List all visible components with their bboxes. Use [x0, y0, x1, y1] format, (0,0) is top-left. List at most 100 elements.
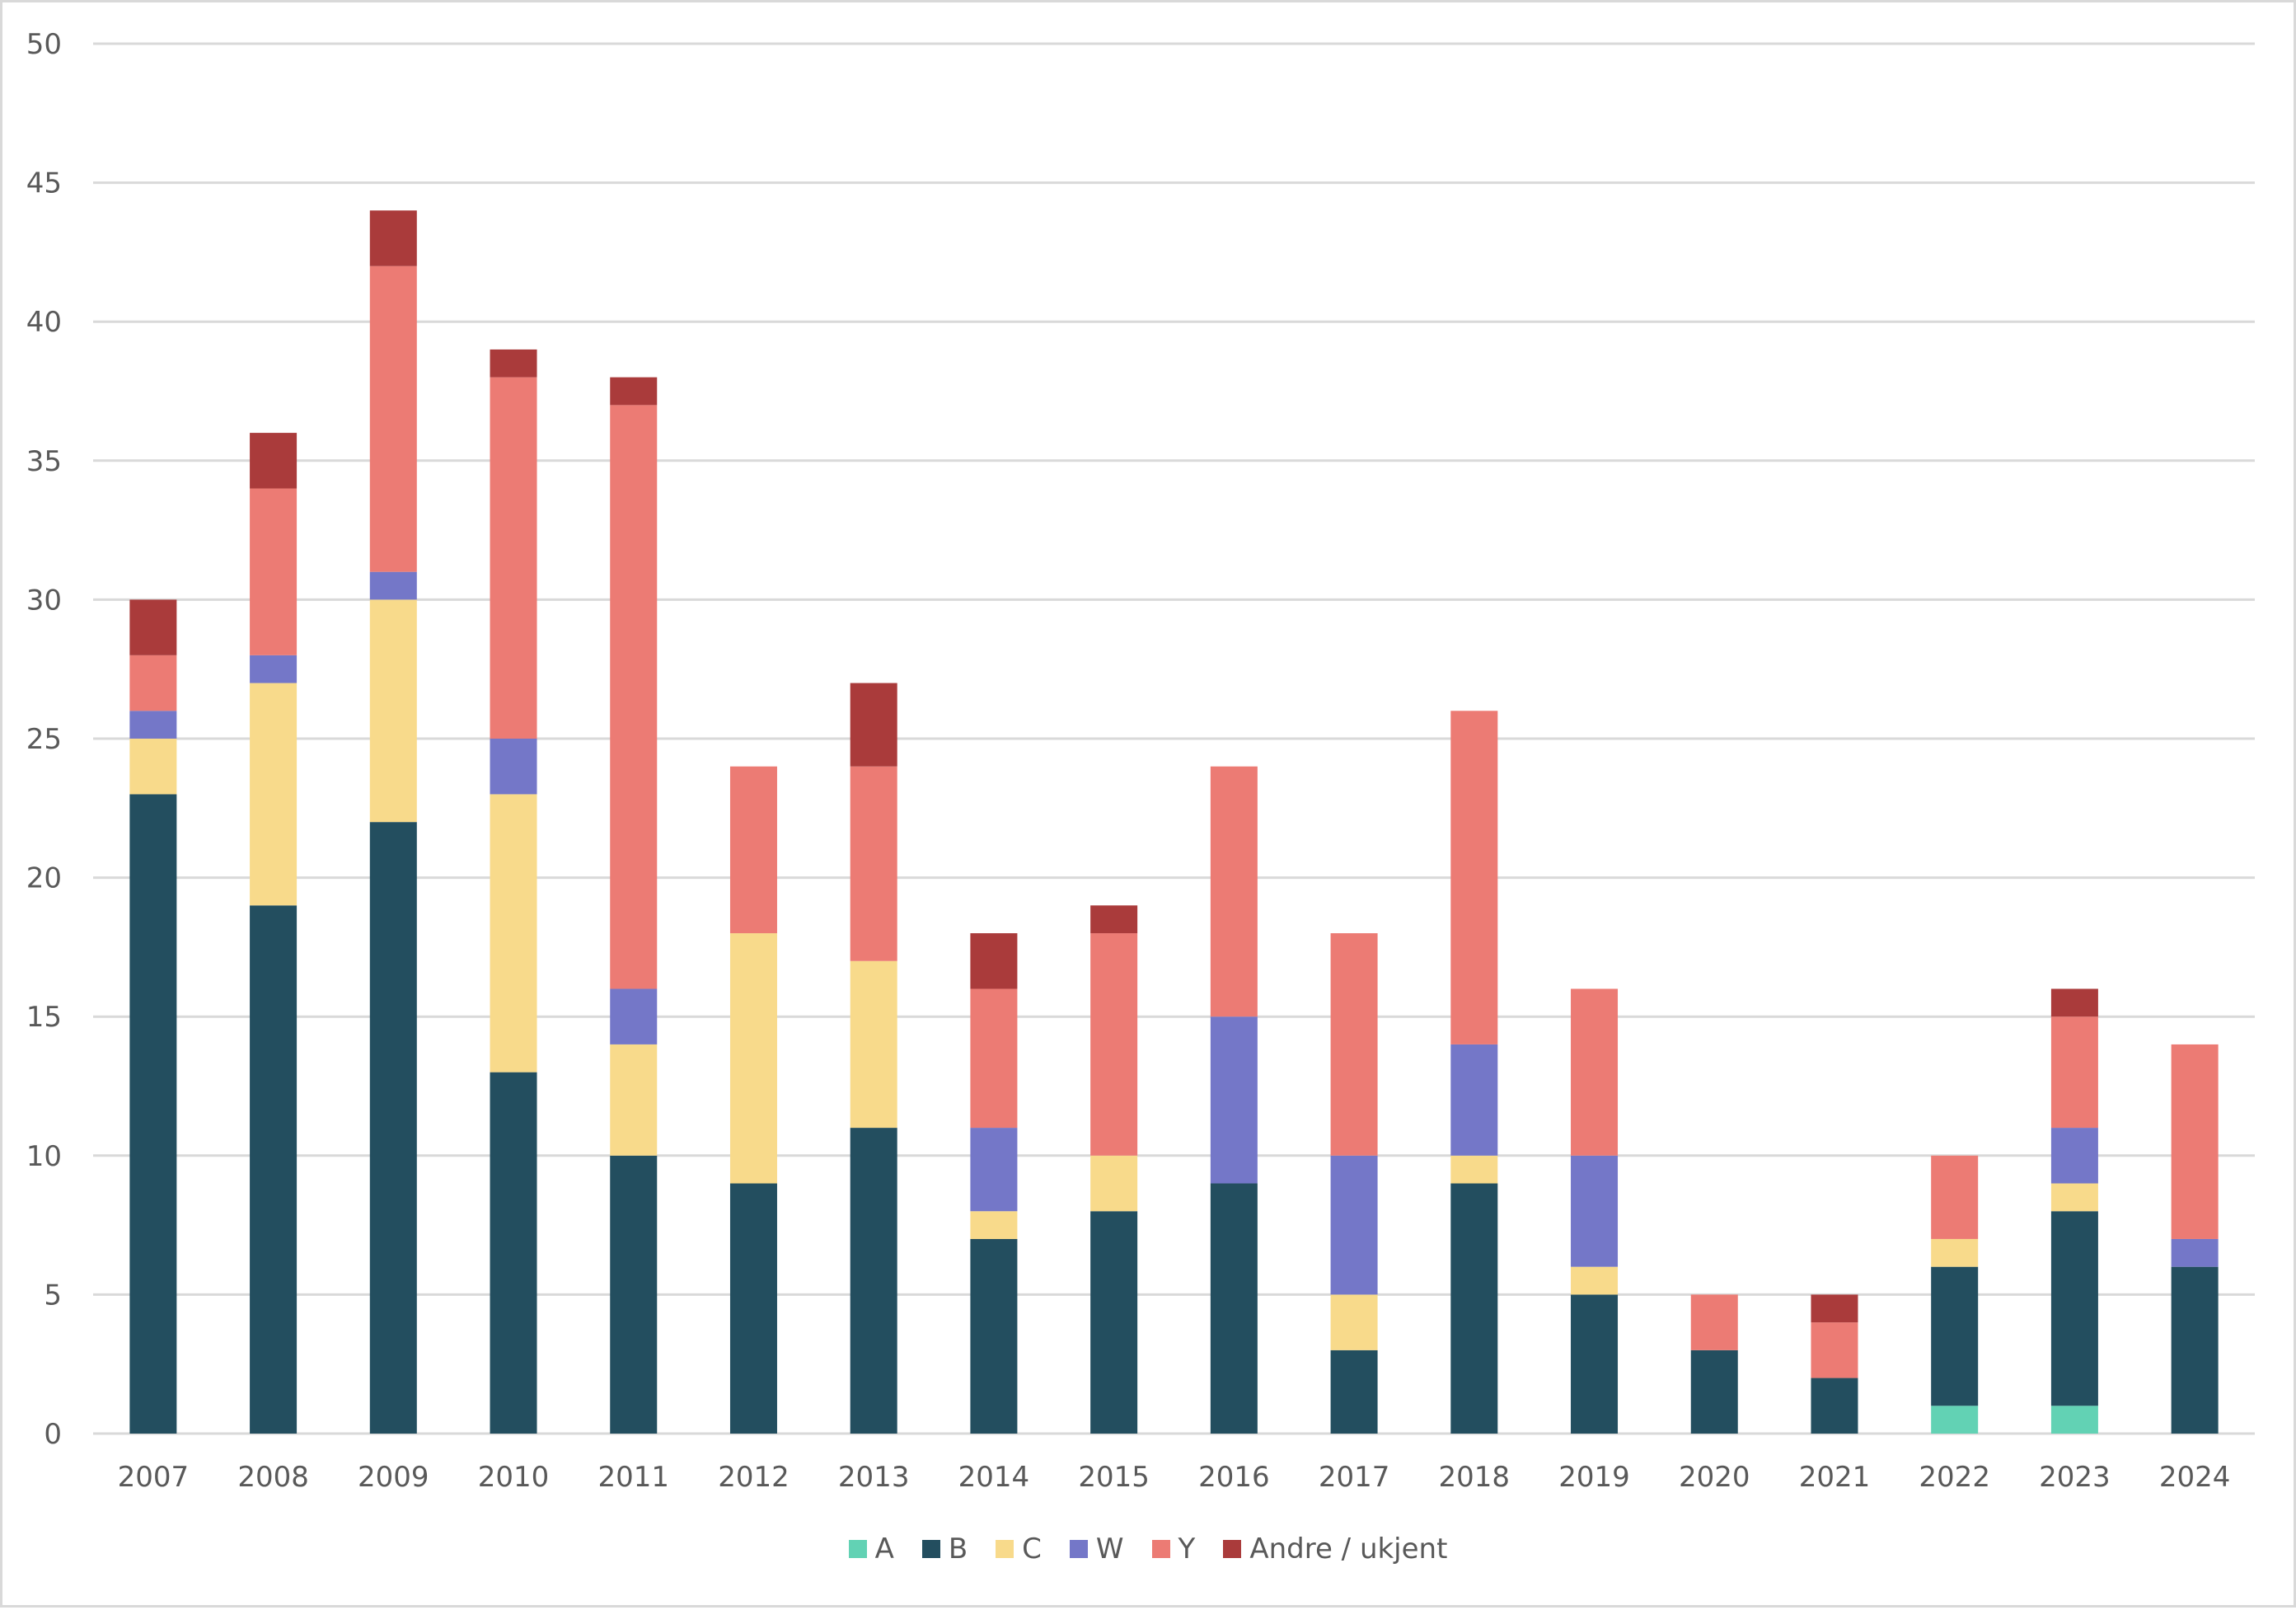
x-tick-label: 2020 [1679, 1461, 1750, 1494]
legend-label: A [874, 1533, 894, 1565]
bar-segment-b-2016 [1210, 1183, 1258, 1434]
bar-segment-c-2007 [129, 739, 177, 795]
x-tick-label: 2011 [597, 1461, 669, 1494]
legend-label: C [1022, 1533, 1042, 1565]
x-tick-label: 2019 [1558, 1461, 1630, 1494]
bar-segment-y-2016 [1210, 766, 1258, 1017]
x-axis-ticks: 2007 2008 2009 2010 2011 2012 2013 2014 2015 2016… [118, 1461, 2231, 1494]
x-tick-label: 2024 [2159, 1461, 2231, 1494]
x-tick-label: 2009 [358, 1461, 429, 1494]
bar-segment-b-2013 [850, 1128, 897, 1434]
bar-segment-b-2012 [729, 1183, 777, 1434]
bar-segment-w-2024 [2171, 1238, 2219, 1267]
bar-segment-c-2008 [250, 683, 298, 906]
bar-segment-andre-ukjent-2015 [1090, 905, 1138, 934]
x-tick-label: 2021 [1799, 1461, 1871, 1494]
bar-segment-y-2008 [250, 488, 298, 655]
bar-segment-andre-ukjent-2007 [129, 599, 177, 655]
bar-segment-y-2014 [970, 988, 1018, 1129]
bar-segment-b-2018 [1450, 1183, 1498, 1434]
bar-segment-w-2011 [610, 988, 658, 1044]
bar-segment-y-2012 [729, 766, 777, 934]
bar-segment-c-2023 [2050, 1183, 2098, 1212]
legend-item: W [1069, 1533, 1124, 1565]
legend-swatch [1069, 1540, 1088, 1558]
bar-segment-b-2020 [1690, 1349, 1738, 1434]
bar-segment-b-2015 [1090, 1211, 1138, 1434]
bar-segment-a-2022 [1931, 1406, 1979, 1434]
bar-segment-b-2022 [1931, 1266, 1979, 1406]
bar-segment-w-2019 [1571, 1155, 1619, 1267]
bar-segment-y-2020 [1690, 1294, 1738, 1350]
y-axis-ticks: 0 5 10 15 20 25 30 35 40 45 50 [26, 28, 62, 1451]
x-tick-label: 2015 [1078, 1461, 1150, 1494]
y-tick-label: 15 [26, 1001, 62, 1034]
bar-segment-b-2014 [970, 1238, 1018, 1434]
legend-label: Y [1178, 1533, 1196, 1565]
bar-segment-b-2017 [1330, 1349, 1378, 1434]
bar-segment-w-2023 [2050, 1128, 2098, 1184]
x-tick-label: 2018 [1439, 1461, 1511, 1494]
bar-segment-w-2010 [490, 739, 537, 795]
legend-label: Andre / ukjent [1249, 1533, 1448, 1565]
y-tick-label: 50 [26, 28, 62, 61]
bar-segment-y-2011 [610, 405, 658, 989]
bar-segment-andre-ukjent-2009 [369, 210, 417, 266]
bar-segment-c-2010 [490, 794, 537, 1073]
bar-segment-andre-ukjent-2008 [250, 433, 298, 489]
bar-segment-y-2009 [369, 265, 417, 572]
bar-segment-andre-ukjent-2013 [850, 683, 897, 767]
bar-segment-andre-ukjent-2014 [970, 933, 1018, 989]
x-tick-label: 2016 [1198, 1461, 1270, 1494]
x-tick-label: 2017 [1319, 1461, 1390, 1494]
bar-segment-w-2014 [970, 1128, 1018, 1212]
legend-label: W [1095, 1533, 1124, 1565]
legend-swatch [848, 1540, 867, 1558]
bar-segment-c-2015 [1090, 1155, 1138, 1212]
bar-segment-w-2008 [250, 655, 298, 683]
x-tick-label: 2007 [118, 1461, 190, 1494]
x-tick-label: 2012 [718, 1461, 790, 1494]
y-tick-label: 25 [26, 723, 62, 756]
x-tick-label: 2008 [237, 1461, 309, 1494]
bar-segment-c-2017 [1330, 1294, 1378, 1350]
bar-segment-b-2011 [610, 1155, 658, 1434]
bar-segment-y-2010 [490, 377, 537, 739]
bar-segment-y-2019 [1571, 988, 1619, 1156]
legend-item: B [921, 1533, 968, 1565]
bar-segment-y-2021 [1811, 1322, 1858, 1378]
y-tick-label: 20 [26, 862, 62, 895]
legend-swatch [1223, 1540, 1242, 1558]
bar-segment-w-2017 [1330, 1155, 1378, 1295]
bar-segment-andre-ukjent-2010 [490, 349, 537, 378]
bar-segment-c-2013 [850, 960, 897, 1129]
bar-segment-y-2013 [850, 766, 897, 961]
bar-segment-b-2019 [1571, 1294, 1619, 1434]
y-tick-label: 30 [26, 584, 62, 617]
bar-segment-c-2012 [729, 933, 777, 1184]
bar-segment-y-2023 [2050, 1016, 2098, 1129]
bar-segment-c-2014 [970, 1211, 1018, 1239]
bar-segment-andre-ukjent-2021 [1811, 1294, 1858, 1323]
bar-segment-c-2018 [1450, 1155, 1498, 1184]
bar-segment-b-2024 [2171, 1266, 2219, 1434]
legend-item: Andre / ukjent [1223, 1533, 1447, 1565]
bar-segment-w-2007 [129, 711, 177, 739]
legend-swatch [1151, 1540, 1170, 1558]
x-tick-label: 2023 [2039, 1461, 2111, 1494]
bar-segment-w-2018 [1450, 1044, 1498, 1156]
legend-item: A [848, 1533, 894, 1565]
bar-segment-y-2007 [129, 655, 177, 711]
bar-segment-andre-ukjent-2011 [610, 377, 658, 406]
x-tick-label: 2010 [478, 1461, 550, 1494]
legend: A B C W Y Andre / ukjent [2, 1533, 2294, 1565]
x-tick-label: 2022 [1919, 1461, 1990, 1494]
bar-segment-c-2022 [1931, 1238, 1979, 1267]
bar-segment-b-2009 [369, 822, 417, 1434]
bar-segment-b-2010 [490, 1072, 537, 1434]
y-tick-label: 5 [44, 1279, 62, 1312]
bar-segment-y-2017 [1330, 933, 1378, 1156]
y-tick-label: 40 [26, 306, 62, 339]
